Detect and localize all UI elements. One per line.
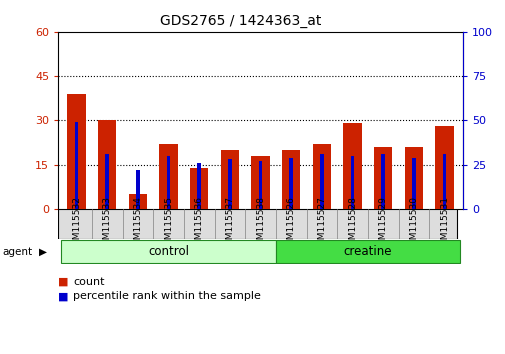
Bar [105,154,109,209]
Bar [167,156,170,209]
Text: GSM115528: GSM115528 [347,196,357,251]
Bar [312,144,330,209]
Text: GSM115532: GSM115532 [72,196,81,251]
Bar [197,163,200,209]
Bar [442,154,445,209]
Bar [320,154,323,209]
Text: GDS2765 / 1424363_at: GDS2765 / 1424363_at [160,14,320,28]
Bar [136,170,139,209]
Text: GSM115536: GSM115536 [194,196,204,251]
Bar [258,161,262,209]
Text: GSM115534: GSM115534 [133,196,142,251]
Text: creatine: creatine [343,245,391,258]
Bar [228,159,231,209]
Text: GSM115531: GSM115531 [439,196,448,251]
Bar [220,150,239,209]
Text: control: control [148,245,189,258]
Bar [67,94,86,209]
Bar [289,158,292,209]
Text: GSM115527: GSM115527 [317,196,326,251]
Text: count: count [73,277,105,287]
Text: agent: agent [3,247,33,257]
FancyBboxPatch shape [58,209,456,239]
FancyBboxPatch shape [61,240,275,263]
Text: GSM115529: GSM115529 [378,196,387,251]
Bar [404,147,422,209]
Bar [281,150,300,209]
Bar [75,122,78,209]
Text: ▶: ▶ [39,247,47,257]
Text: GSM115535: GSM115535 [164,196,173,251]
Bar [251,156,269,209]
Bar [434,126,453,209]
Text: GSM115530: GSM115530 [409,196,418,251]
Bar [190,167,208,209]
Text: GSM115533: GSM115533 [103,196,112,251]
Bar [159,144,177,209]
Bar [411,158,415,209]
Bar [98,120,116,209]
Bar [128,194,147,209]
Text: GSM115526: GSM115526 [286,196,295,251]
FancyBboxPatch shape [275,240,459,263]
Bar [381,154,384,209]
Bar [343,123,361,209]
Text: GSM115538: GSM115538 [256,196,265,251]
Bar [373,147,392,209]
Text: ■: ■ [58,291,69,301]
Text: GSM115537: GSM115537 [225,196,234,251]
Text: ■: ■ [58,277,69,287]
Text: percentile rank within the sample: percentile rank within the sample [73,291,261,301]
Bar [350,156,354,209]
